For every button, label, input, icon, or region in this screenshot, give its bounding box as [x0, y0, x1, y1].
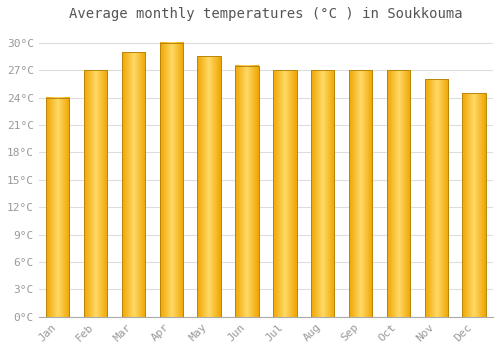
Title: Average monthly temperatures (°C ) in Soukkouma: Average monthly temperatures (°C ) in So…: [69, 7, 462, 21]
Bar: [236, 65, 258, 317]
Bar: [311, 70, 334, 317]
Bar: [122, 52, 145, 317]
Bar: [386, 70, 410, 317]
Bar: [462, 93, 486, 317]
Bar: [84, 70, 108, 317]
Bar: [349, 70, 372, 317]
Bar: [273, 70, 296, 317]
Bar: [160, 43, 183, 317]
Bar: [424, 79, 448, 317]
Bar: [198, 56, 221, 317]
Bar: [46, 98, 70, 317]
